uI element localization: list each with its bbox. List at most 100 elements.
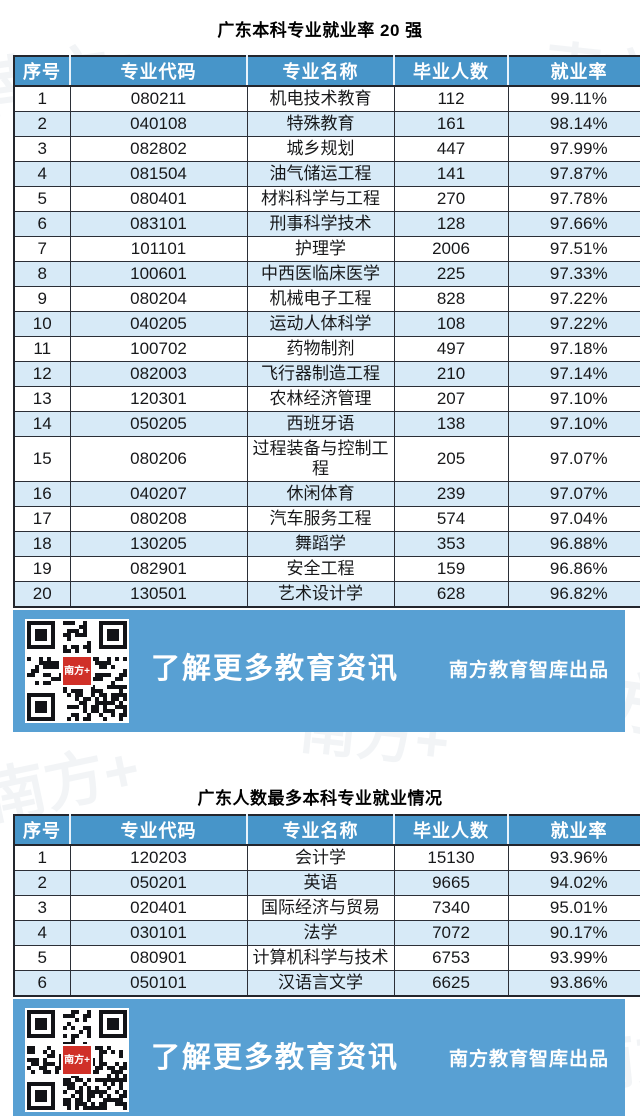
cell-code: 100702: [69, 336, 248, 362]
cell-rate: 97.07%: [507, 481, 640, 507]
cell-rate: 93.99%: [507, 945, 640, 971]
cell-major: 国际经济与贸易: [246, 895, 395, 921]
banner-credit-text: 南方教育智库出品: [448, 659, 609, 681]
cell-rank: 8: [13, 261, 71, 287]
cell-graduates: 6753: [393, 945, 509, 971]
cell-rate: 90.17%: [507, 920, 640, 946]
cell-code: 080211: [69, 85, 248, 112]
cell-rate: 96.88%: [507, 531, 640, 557]
cell-rank: 5: [13, 945, 71, 971]
cell-rate: 97.10%: [507, 411, 640, 437]
cell-code: 040108: [69, 111, 248, 137]
cell-rank: 17: [13, 506, 71, 532]
cell-code: 130205: [69, 531, 248, 557]
banner-cta-text: 了解更多教育资讯: [151, 653, 400, 685]
header-cell-4: 就业率: [507, 815, 640, 846]
cell-graduates: 161: [393, 111, 509, 137]
cell-rate: 97.22%: [507, 311, 640, 337]
cell-graduates: 2006: [393, 236, 509, 262]
cell-graduates: 497: [393, 336, 509, 362]
cell-major: 中西医临床医学: [246, 261, 395, 287]
cell-major: 休闲体育: [246, 481, 395, 507]
cell-rank: 13: [13, 386, 71, 412]
promo-banner-2: 南方+ 了解更多教育资讯 南方教育智库出品: [13, 999, 625, 1116]
cell-rate: 97.78%: [507, 186, 640, 212]
cell-rank: 1: [13, 844, 71, 871]
employment-table-top20: 序号 专业代码 专业名称 毕业人数 就业率 1 080211 机电技术教育 112 99.11% 2…: [13, 55, 640, 608]
promo-banner-1: 南方+ 了解更多教育资讯 南方教育智库出品: [13, 610, 625, 732]
cell-major: 刑事科学技术: [246, 211, 395, 237]
cell-major: 机电技术教育: [246, 85, 395, 112]
cell-major: 油气储运工程: [246, 161, 395, 187]
cell-rate: 97.14%: [507, 361, 640, 387]
table-title-most-graduates: 广东人数最多本科专业就业情况: [197, 789, 443, 808]
table-row: 19 082901 安全工程 159 96.86%: [13, 556, 640, 582]
cell-rank: 4: [13, 161, 71, 187]
cell-major: 农林经济管理: [246, 386, 395, 412]
cell-major: 机械电子工程: [246, 286, 395, 312]
cell-code: 050101: [69, 970, 248, 997]
cell-graduates: 159: [393, 556, 509, 582]
cell-rank: 16: [13, 481, 71, 507]
cell-graduates: 628: [393, 581, 509, 608]
table-row: 3 082802 城乡规划 447 97.99%: [13, 136, 640, 162]
cell-code: 101101: [69, 236, 248, 262]
cell-code: 082003: [69, 361, 248, 387]
cell-rank: 5: [13, 186, 71, 212]
cell-rank: 3: [13, 895, 71, 921]
cell-rate: 97.07%: [507, 436, 640, 482]
table-row: 2 040108 特殊教育 161 98.14%: [13, 111, 640, 137]
cell-graduates: 210: [393, 361, 509, 387]
cell-rank: 2: [13, 111, 71, 137]
cell-rank: 1: [13, 85, 71, 112]
header-cell-0: 序号: [14, 815, 70, 846]
cell-code: 080901: [69, 945, 248, 971]
cell-major: 飞行器制造工程: [246, 361, 395, 387]
employment-table-most-graduates: 序号 专业代码 专业名称 毕业人数 就业率 1 120203 会计学 15130 93.96% 2 0…: [13, 814, 640, 997]
table-row: 2 050201 英语 9665 94.02%: [13, 870, 640, 896]
table-row: 16 040207 休闲体育 239 97.07%: [13, 481, 640, 507]
qr-center-logo: 南方+: [61, 655, 93, 687]
header-cell-3: 毕业人数: [393, 56, 508, 87]
cell-code: 050205: [69, 411, 248, 437]
cell-rank: 19: [13, 556, 71, 582]
cell-major: 西班牙语: [246, 411, 395, 437]
table-row: 20 130501 艺术设计学 628 96.82%: [13, 581, 640, 608]
cell-graduates: 574: [393, 506, 509, 532]
cell-code: 080208: [69, 506, 248, 532]
header-cell-2: 专业名称: [246, 56, 394, 87]
cell-rate: 97.33%: [507, 261, 640, 287]
cell-rank: 14: [13, 411, 71, 437]
cell-graduates: 141: [393, 161, 509, 187]
cell-rate: 97.22%: [507, 286, 640, 312]
cell-rate: 97.99%: [507, 136, 640, 162]
table-row: 11 100702 药物制剂 497 97.18%: [13, 336, 640, 362]
cell-major: 计算机科学与技术: [246, 945, 395, 971]
banner-credit-text: 南方教育智库出品: [448, 1048, 609, 1070]
cell-graduates: 207: [393, 386, 509, 412]
cell-rank: 12: [13, 361, 71, 387]
header-cell-3: 毕业人数: [393, 815, 508, 846]
cell-rate: 96.86%: [507, 556, 640, 582]
cell-major: 材料科学与工程: [246, 186, 395, 212]
cell-graduates: 828: [393, 286, 509, 312]
cell-major: 汉语言文学: [246, 970, 395, 997]
cell-graduates: 353: [393, 531, 509, 557]
cell-major: 汽车服务工程: [246, 506, 395, 532]
table-row: 14 050205 西班牙语 138 97.10%: [13, 411, 640, 437]
cell-graduates: 447: [393, 136, 509, 162]
table-row: 7 101101 护理学 2006 97.51%: [13, 236, 640, 262]
cell-graduates: 270: [393, 186, 509, 212]
cell-rank: 3: [13, 136, 71, 162]
cell-major: 城乡规划: [246, 136, 395, 162]
cell-graduates: 239: [393, 481, 509, 507]
cell-major: 舞蹈学: [246, 531, 395, 557]
table-row: 6 050101 汉语言文学 6625 93.86%: [13, 970, 640, 997]
cell-major: 安全工程: [246, 556, 395, 582]
table-row: 17 080208 汽车服务工程 574 97.04%: [13, 506, 640, 532]
cell-code: 080204: [69, 286, 248, 312]
banner-cta-text: 了解更多教育资讯: [151, 1042, 400, 1074]
header-cell-4: 就业率: [507, 56, 640, 87]
table-row: 5 080901 计算机科学与技术 6753 93.99%: [13, 945, 640, 971]
header-cell-1: 专业代码: [69, 56, 247, 87]
